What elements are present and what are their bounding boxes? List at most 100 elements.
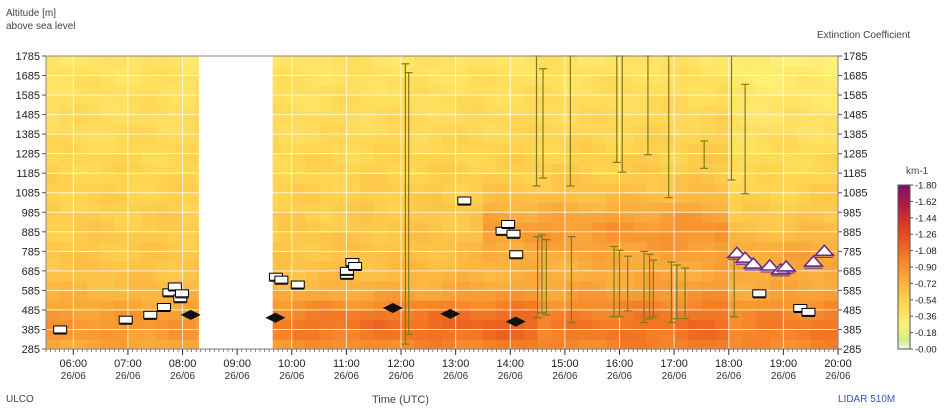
heatmap-cell	[373, 280, 388, 291]
heatmap-cell	[551, 300, 566, 311]
heatmap-cell	[332, 75, 348, 86]
y-tick-label-right: 985	[843, 207, 861, 219]
heatmap-cell	[578, 270, 593, 282]
heatmap-cell	[660, 114, 675, 125]
heatmap-cell	[114, 182, 129, 194]
heatmap-cell	[59, 163, 74, 174]
y-axis-label-line2: above sea level	[6, 21, 76, 32]
heatmap-cell	[523, 222, 539, 233]
heatmap-cell	[496, 280, 511, 291]
heatmap-cell	[373, 56, 388, 67]
boundary-layer-marker	[382, 302, 403, 313]
heatmap-cell	[633, 290, 648, 301]
colorbar-unit: km-1	[906, 166, 929, 177]
heatmap-cell	[332, 163, 348, 174]
heatmap-cell	[291, 329, 307, 340]
heatmap-cell	[332, 134, 348, 145]
heatmap-cell	[646, 222, 662, 233]
heatmap-cell	[523, 319, 539, 331]
heatmap-cell	[455, 173, 470, 184]
heatmap-cell	[824, 173, 839, 184]
heatmap-cell	[496, 290, 511, 301]
heatmap-cell	[278, 182, 293, 194]
heatmap-cell	[387, 339, 402, 350]
heatmap-cell	[46, 56, 61, 67]
heatmap-cell	[797, 143, 812, 155]
heatmap-cell	[141, 251, 156, 262]
heatmap-cell	[155, 192, 170, 204]
heatmap-cell	[660, 85, 675, 96]
heatmap-cell	[660, 222, 675, 233]
heatmap-cell	[756, 300, 771, 311]
heatmap-cell	[428, 231, 443, 243]
y-tick-label-left: 485	[22, 305, 40, 317]
heatmap-cell	[428, 163, 443, 174]
heatmap-cell	[619, 65, 634, 77]
aerosol-layer-marker	[348, 261, 363, 271]
heatmap-cell	[155, 75, 170, 86]
heatmap-cell	[674, 114, 689, 125]
heatmap-cell	[578, 212, 593, 223]
heatmap-cell	[455, 202, 470, 213]
heatmap-cell	[387, 222, 402, 233]
heatmap-cell	[810, 124, 825, 135]
heatmap-cell	[824, 143, 839, 155]
heatmap-cell	[86, 114, 102, 125]
heatmap-cell	[100, 192, 115, 204]
heatmap-cell	[100, 153, 115, 165]
heatmap-cell	[810, 65, 825, 77]
heatmap-cell	[141, 212, 156, 223]
heatmap-cell	[551, 261, 566, 272]
heatmap-cell	[687, 75, 703, 86]
heatmap-cell	[510, 329, 525, 340]
heatmap-cell	[510, 56, 525, 67]
y-tick-label-left: 785	[22, 246, 40, 258]
heatmap-cell	[182, 153, 197, 165]
x-tick-time: 16:00	[606, 358, 634, 370]
heatmap-cell	[442, 182, 457, 194]
colorbar-tick-label: -0.72	[915, 279, 937, 290]
heatmap-cell	[319, 309, 334, 321]
heatmap-cell	[319, 339, 334, 350]
heatmap-cell	[633, 182, 648, 194]
heatmap-cell	[633, 251, 648, 262]
heatmap-cell	[496, 192, 511, 204]
heatmap-cell	[59, 280, 74, 291]
heatmap-cell	[619, 143, 634, 155]
heatmap-cell	[127, 124, 143, 135]
heatmap-cell	[73, 182, 88, 194]
heatmap-cell	[715, 329, 730, 340]
heatmap-cell	[742, 319, 757, 331]
heatmap-cell	[346, 114, 361, 125]
heatmap-cell	[401, 56, 416, 67]
heatmap-cell	[523, 173, 539, 184]
heatmap-cell	[797, 329, 812, 340]
x-tick-date: 26/06	[115, 371, 140, 382]
heatmap-cell	[168, 134, 184, 145]
heatmap-cell	[428, 251, 443, 262]
heatmap-cell	[769, 261, 784, 272]
heatmap-cell	[674, 222, 689, 233]
heatmap-cell	[810, 95, 825, 106]
heatmap-cell	[660, 309, 675, 321]
heatmap-cell	[346, 95, 361, 106]
aerosol-marker-box	[143, 310, 158, 319]
heatmap-cell	[332, 280, 348, 291]
x-tick-date: 26/06	[389, 371, 414, 382]
aerosol-layer-marker	[509, 250, 524, 260]
heatmap-cell	[701, 222, 716, 233]
heatmap-cell	[373, 192, 388, 204]
heatmap-cell	[496, 173, 511, 184]
heatmap-cell	[319, 251, 334, 262]
heatmap-cell	[783, 192, 798, 204]
heatmap-cell	[496, 251, 511, 262]
heatmap-cell	[455, 75, 470, 86]
heatmap-cell	[469, 114, 484, 125]
heatmap-cell	[278, 173, 293, 184]
heatmap-cell	[592, 75, 607, 86]
heatmap-cell	[510, 143, 525, 155]
y-tick-label-left: 685	[22, 266, 40, 278]
heatmap-cell	[633, 231, 648, 243]
heatmap-cell	[510, 173, 525, 184]
heatmap-cell	[715, 65, 730, 77]
